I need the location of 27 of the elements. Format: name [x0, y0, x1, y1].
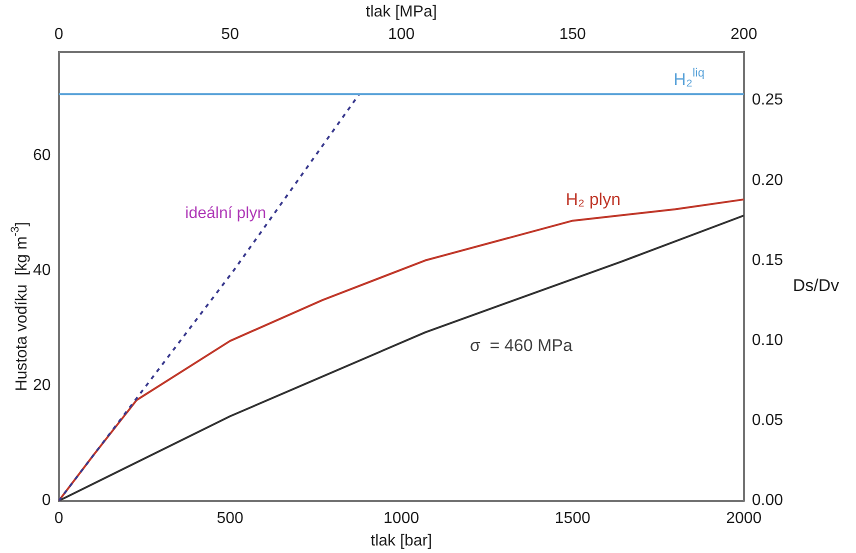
y2-axis-title: Ds/Dv: [792, 276, 840, 296]
y-axis-title: Hustota vodíku [kg m-3]: [10, 222, 30, 392]
x2-tick-label: 150: [559, 26, 586, 44]
x-tick-label: 0: [54, 510, 64, 527]
y-tick-label: 0: [42, 492, 51, 510]
series-label: ideální plyn: [185, 205, 266, 222]
y-tick-label: 60: [33, 147, 51, 164]
x-tick-label: 500: [216, 510, 244, 527]
x-axis-title: tlak [bar]: [370, 532, 432, 550]
x2-tick-label: 200: [730, 26, 758, 44]
x-tick-label: 1500: [554, 510, 590, 527]
series-label: σ = 460 MPa: [470, 336, 574, 355]
x-tick-label: 2000: [726, 510, 762, 527]
x2-axis-title: tlak [MPa]: [366, 3, 437, 20]
y2-tick-label: 0.15: [752, 252, 784, 269]
x2-tick-label: 0: [54, 26, 64, 44]
y2-tick-label: 0.25: [752, 92, 784, 109]
y-tick-label: 40: [33, 262, 51, 280]
y2-tick-label: 0.00: [752, 492, 784, 510]
y2-tick-label: 0.10: [752, 332, 784, 349]
y2-tick-label: 0.05: [752, 412, 784, 430]
x-tick-label: 1000: [384, 510, 420, 527]
x2-tick-label: 100: [388, 26, 415, 44]
y2-tick-label: 0.20: [752, 172, 784, 189]
x2-tick-label: 50: [221, 26, 240, 44]
series-label: H₂ plyn: [566, 190, 621, 210]
y-tick-label: 20: [33, 377, 51, 394]
